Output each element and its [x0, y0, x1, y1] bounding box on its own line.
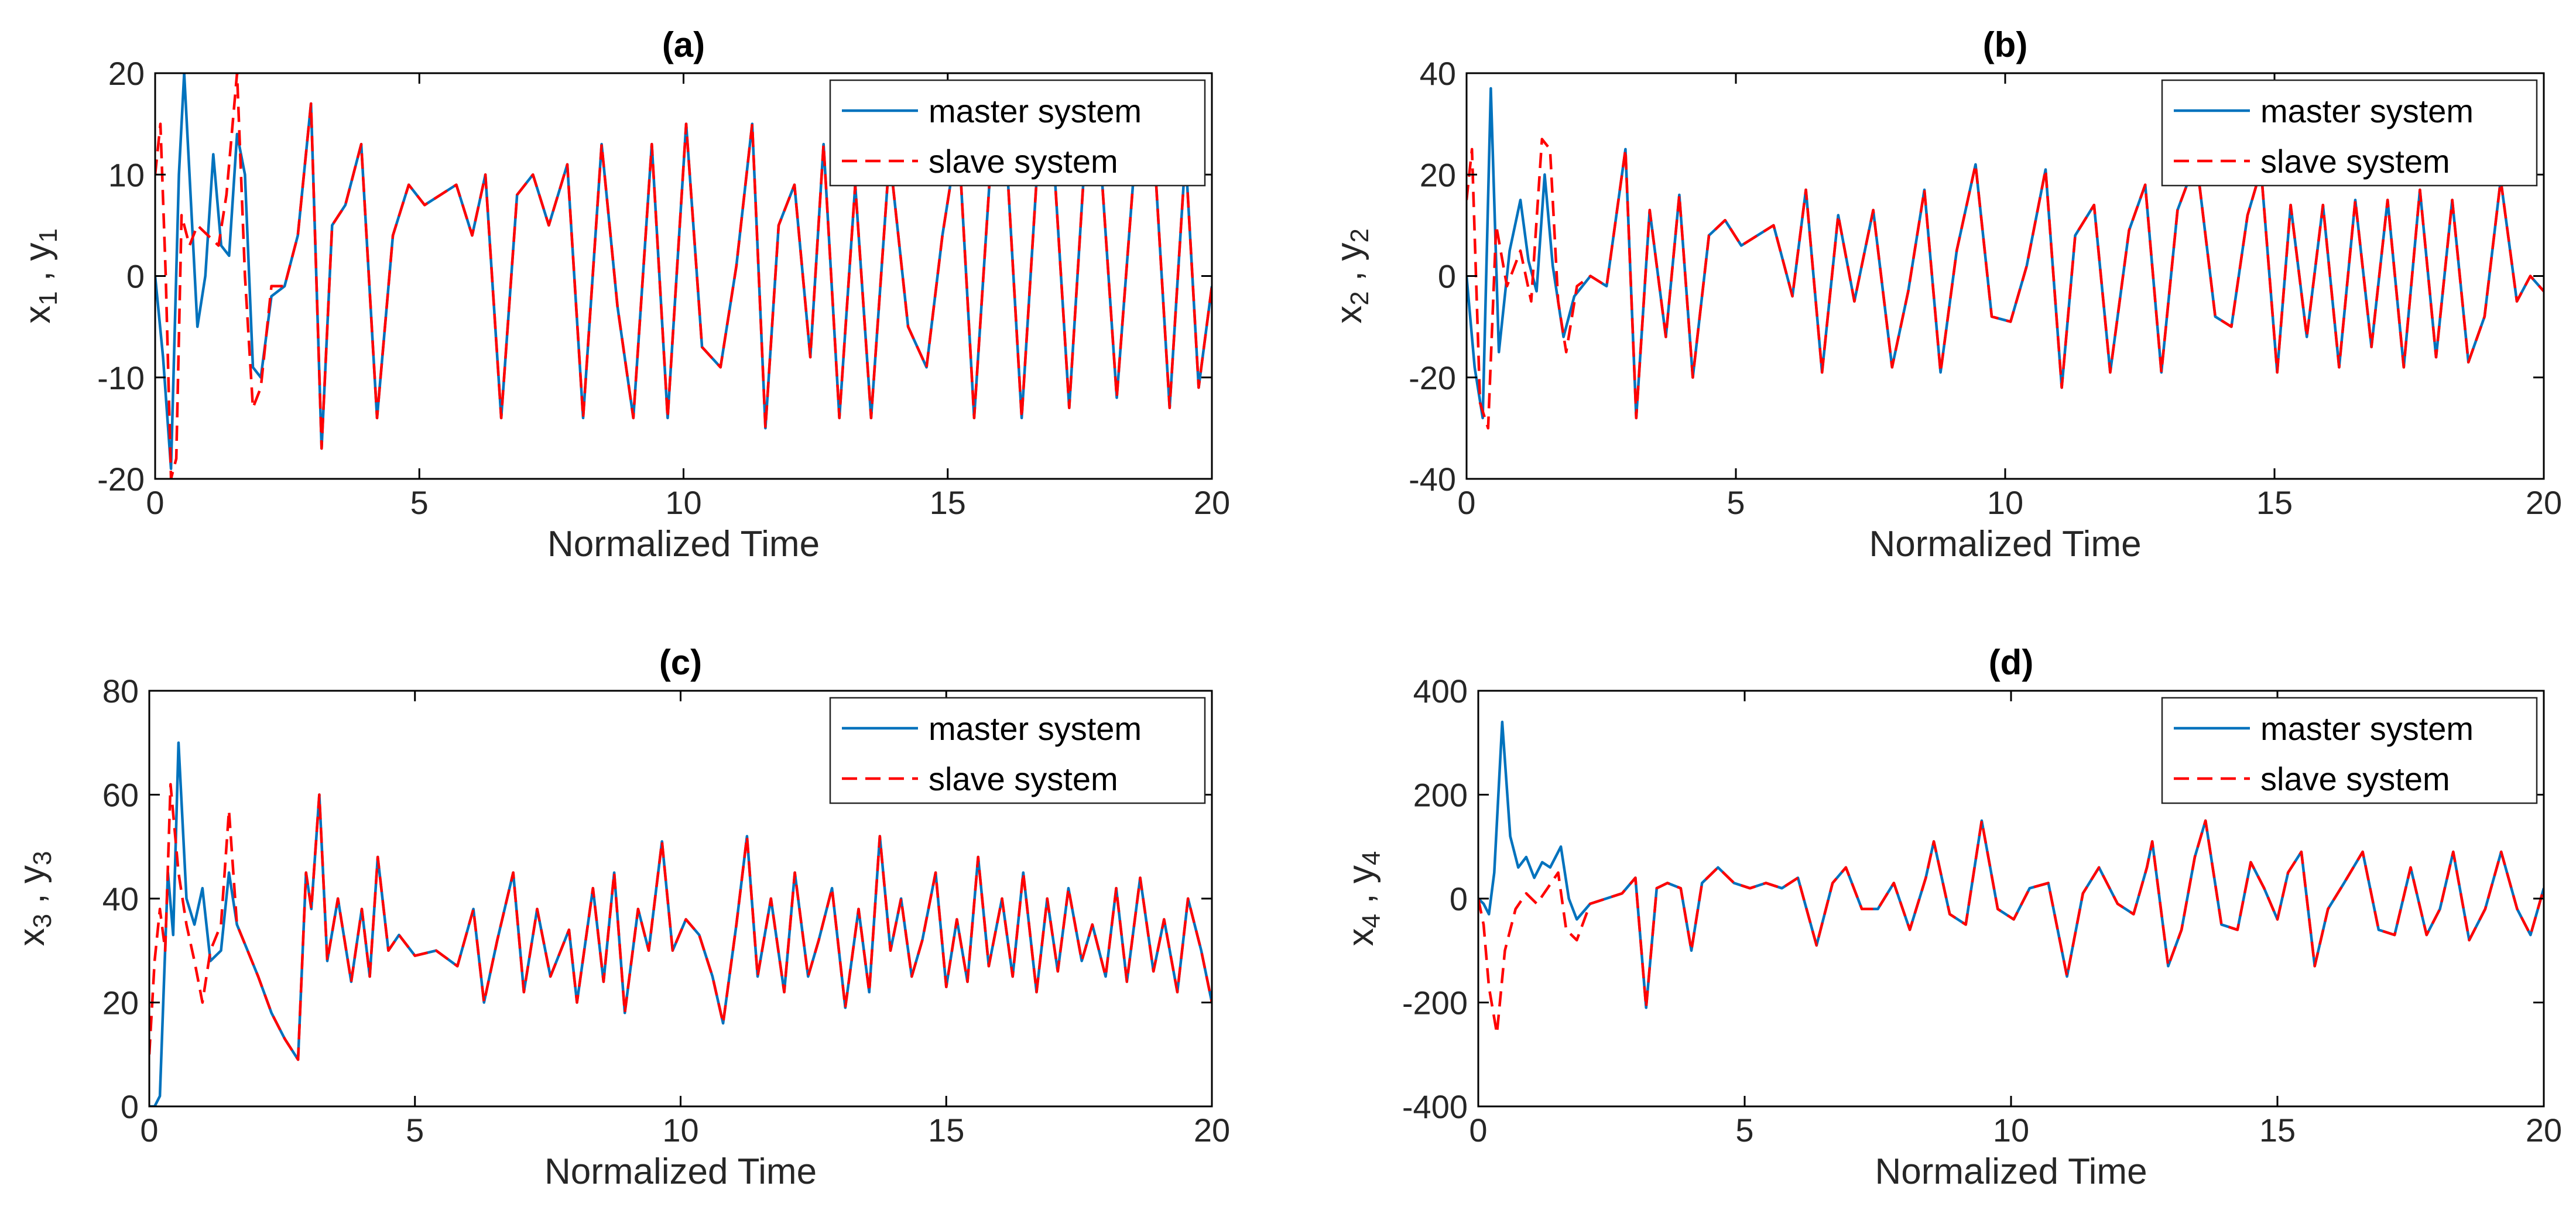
x-axis-label: Normalized Time [544, 1151, 817, 1192]
y-label-part: 3 [28, 914, 57, 928]
y-label-part: 4 [1357, 851, 1386, 865]
y-tick-label: 60 [102, 777, 139, 814]
chart-title: (d) [1989, 643, 2034, 682]
x-tick-label: 10 [1993, 1112, 2029, 1149]
legend-box [2161, 79, 2538, 187]
y-label-part: x [1329, 306, 1369, 324]
y-label-part: y [1341, 865, 1381, 883]
legend: master system slave system [2161, 79, 2538, 187]
y-label-part: x [12, 928, 52, 946]
legend: master system slave system [829, 79, 1206, 187]
y-tick-label: 0 [1450, 880, 1468, 917]
legend-label: slave system [929, 143, 1118, 180]
series-line-slave-system [155, 73, 1212, 479]
legend: master system slave system [2161, 697, 2538, 804]
y-tick-label: 0 [126, 258, 145, 295]
chart-panel-1: 0 5 10 15 20 -40 -20 0 20 40 (b) Normalized Time x2 … [1329, 25, 2562, 564]
x-tick-label: 0 [140, 1112, 158, 1149]
chart-title: (b) [1983, 25, 2028, 64]
x-tick-label: 0 [1469, 1112, 1487, 1149]
y-label-part: x [18, 306, 58, 324]
y-label-part: 1 [34, 228, 63, 242]
legend-label: master system [2260, 92, 2474, 129]
chart-panel-2: 0 5 10 15 20 0 20 40 60 80 (c) Normalized Time x3 , … [12, 643, 1230, 1192]
y-tick-label: 0 [121, 1088, 139, 1125]
y-label-part: , [1329, 261, 1369, 292]
x-tick-label: 20 [1194, 1112, 1230, 1149]
x-axis-label: Normalized Time [1869, 524, 2141, 564]
legend-label: master system [929, 92, 1142, 129]
y-tick-label: 200 [1413, 777, 1468, 814]
y-tick-label: 0 [1438, 258, 1456, 295]
series-line-slave-system [1467, 138, 2544, 430]
series-line-slave-system [149, 783, 1212, 1061]
x-tick-label: 20 [2526, 1112, 2562, 1149]
y-label-part: x [1341, 928, 1381, 946]
chart-title: (a) [662, 25, 705, 64]
y-tick-label: 20 [1420, 156, 1456, 193]
x-tick-label: 10 [665, 484, 701, 521]
y-tick-label: -40 [1409, 461, 1456, 498]
y-axis-label: x4 , y4 [1341, 851, 1386, 947]
y-label-part: , [1341, 883, 1381, 914]
x-tick-label: 5 [406, 1112, 424, 1149]
y-label-part: 2 [1345, 228, 1374, 242]
legend-label: master system [929, 710, 1142, 747]
y-label-part: y [1329, 243, 1369, 261]
y-axis-label: x2 , y2 [1329, 228, 1374, 324]
y-tick-label: 80 [102, 673, 139, 710]
legend-box [829, 697, 1206, 804]
chart-title: (c) [659, 643, 702, 682]
y-label-part: , [18, 261, 58, 292]
legend-label: slave system [929, 760, 1118, 797]
x-tick-label: 5 [410, 484, 429, 521]
y-tick-label: -400 [1402, 1088, 1468, 1125]
x-tick-label: 20 [2526, 484, 2562, 521]
y-tick-label: -200 [1402, 985, 1468, 1022]
y-axis-label: x1 , y1 [18, 228, 63, 324]
y-label-part: , [12, 883, 52, 914]
x-tick-label: 5 [1735, 1112, 1753, 1149]
y-tick-label: -20 [97, 461, 145, 498]
y-label-part: 2 [1345, 291, 1374, 305]
x-tick-label: 5 [1727, 484, 1745, 521]
x-axis-label: Normalized Time [1875, 1151, 2147, 1192]
x-tick-label: 10 [1987, 484, 2023, 521]
chart-panel-3: 0 5 10 15 20 -400 -200 0 200 400 (d) Normalized Tim… [1341, 643, 2562, 1192]
y-tick-label: 10 [108, 156, 145, 193]
y-tick-label: 400 [1413, 673, 1468, 710]
y-tick-label: -20 [1409, 359, 1456, 396]
x-tick-label: 0 [146, 484, 164, 521]
y-label-part: 3 [28, 851, 57, 865]
legend: master system slave system [829, 697, 1206, 804]
x-tick-label: 15 [930, 484, 966, 521]
y-tick-label: 20 [108, 55, 145, 92]
y-label-part: y [18, 243, 58, 261]
y-tick-label: -10 [97, 359, 145, 396]
y-tick-label: 40 [1420, 55, 1456, 92]
x-tick-label: 15 [928, 1112, 964, 1149]
legend-label: master system [2260, 710, 2474, 747]
x-axis-label: Normalized Time [547, 524, 820, 564]
x-tick-label: 15 [2259, 1112, 2296, 1149]
x-tick-label: 15 [2256, 484, 2293, 521]
series-line-slave-system [1478, 819, 2544, 1036]
y-axis-label: x3 , y3 [12, 851, 57, 947]
y-tick-label: 40 [102, 880, 139, 917]
y-label-part: 1 [34, 291, 63, 305]
legend-box [829, 79, 1206, 187]
y-label-part: 4 [1357, 914, 1386, 928]
y-label-part: y [12, 865, 52, 883]
legend-label: slave system [2260, 760, 2450, 797]
x-tick-label: 10 [662, 1112, 698, 1149]
x-tick-label: 0 [1457, 484, 1475, 521]
y-tick-label: 20 [102, 985, 139, 1022]
legend-box [2161, 697, 2538, 804]
x-tick-label: 20 [1194, 484, 1230, 521]
legend-label: slave system [2260, 143, 2450, 180]
chart-panel-0: 0 5 10 15 20 -20 -10 0 10 20 (a) Normalized Time x1 … [18, 25, 1230, 564]
